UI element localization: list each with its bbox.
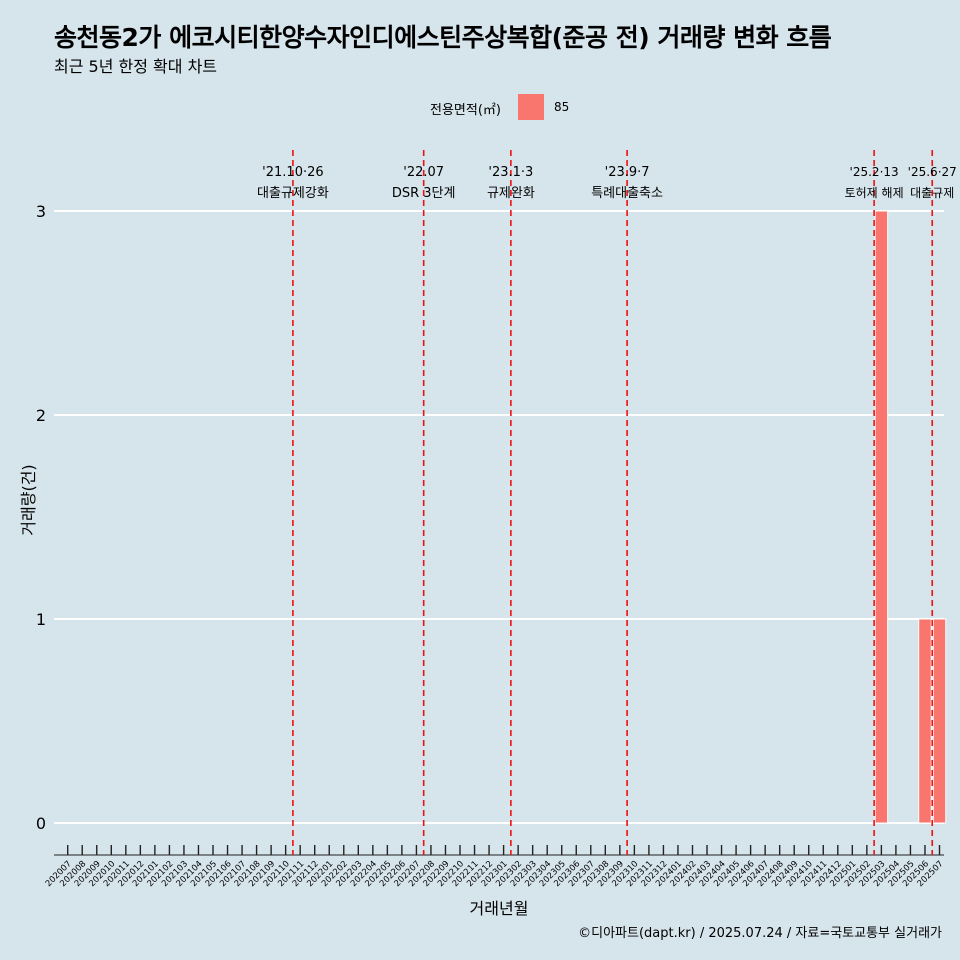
legend-title: 전용면적(㎡) bbox=[430, 103, 501, 118]
chart-title: 송천동2가 에코시티한양수자인디에스틴주상복합(준공 전) 거래량 변화 흐름 bbox=[54, 23, 832, 52]
bar-202507 bbox=[932, 618, 947, 824]
legend: 전용면적(㎡) 85 bbox=[0, 94, 960, 120]
event-marker-date: '23.1·3 bbox=[488, 165, 533, 180]
event-marker-label: 대출규제 bbox=[910, 186, 954, 200]
event-marker-date: '25.2·13 bbox=[850, 165, 899, 179]
event-marker-label: 규제완화 bbox=[487, 186, 535, 201]
event-marker-label: DSR 3단계 bbox=[392, 186, 456, 201]
source-caption: ©디아파트(dapt.kr) / 2025.07.24 / 자료=국토교통부 실… bbox=[578, 926, 942, 941]
event-marker-date: '25.6·27 bbox=[908, 165, 957, 179]
event-marker-date: '22.07 bbox=[403, 165, 444, 180]
event-marker-label: 특례대출축소 bbox=[591, 186, 663, 201]
bar-202503 bbox=[874, 210, 889, 824]
legend-label: 85 bbox=[554, 100, 570, 114]
y-tick-label: 3 bbox=[36, 202, 46, 221]
legend-key-swatch bbox=[518, 94, 544, 120]
bar-202506 bbox=[918, 618, 932, 824]
y-tick-label: 0 bbox=[36, 814, 46, 833]
event-marker-label: 대출규제강화 bbox=[257, 186, 329, 201]
chart-subtitle: 최근 5년 한정 확대 차트 bbox=[54, 57, 218, 76]
y-axis-title: 거래량(건) bbox=[19, 464, 38, 535]
event-marker-date: '21.10·26 bbox=[262, 165, 323, 180]
event-marker-date: '23.9·7 bbox=[605, 165, 650, 180]
y-tick-label: 2 bbox=[36, 406, 46, 425]
event-marker-label: 토허제 해제 bbox=[845, 186, 904, 200]
x-axis-title: 거래년월 bbox=[470, 899, 529, 918]
y-tick-label: 1 bbox=[36, 610, 46, 629]
